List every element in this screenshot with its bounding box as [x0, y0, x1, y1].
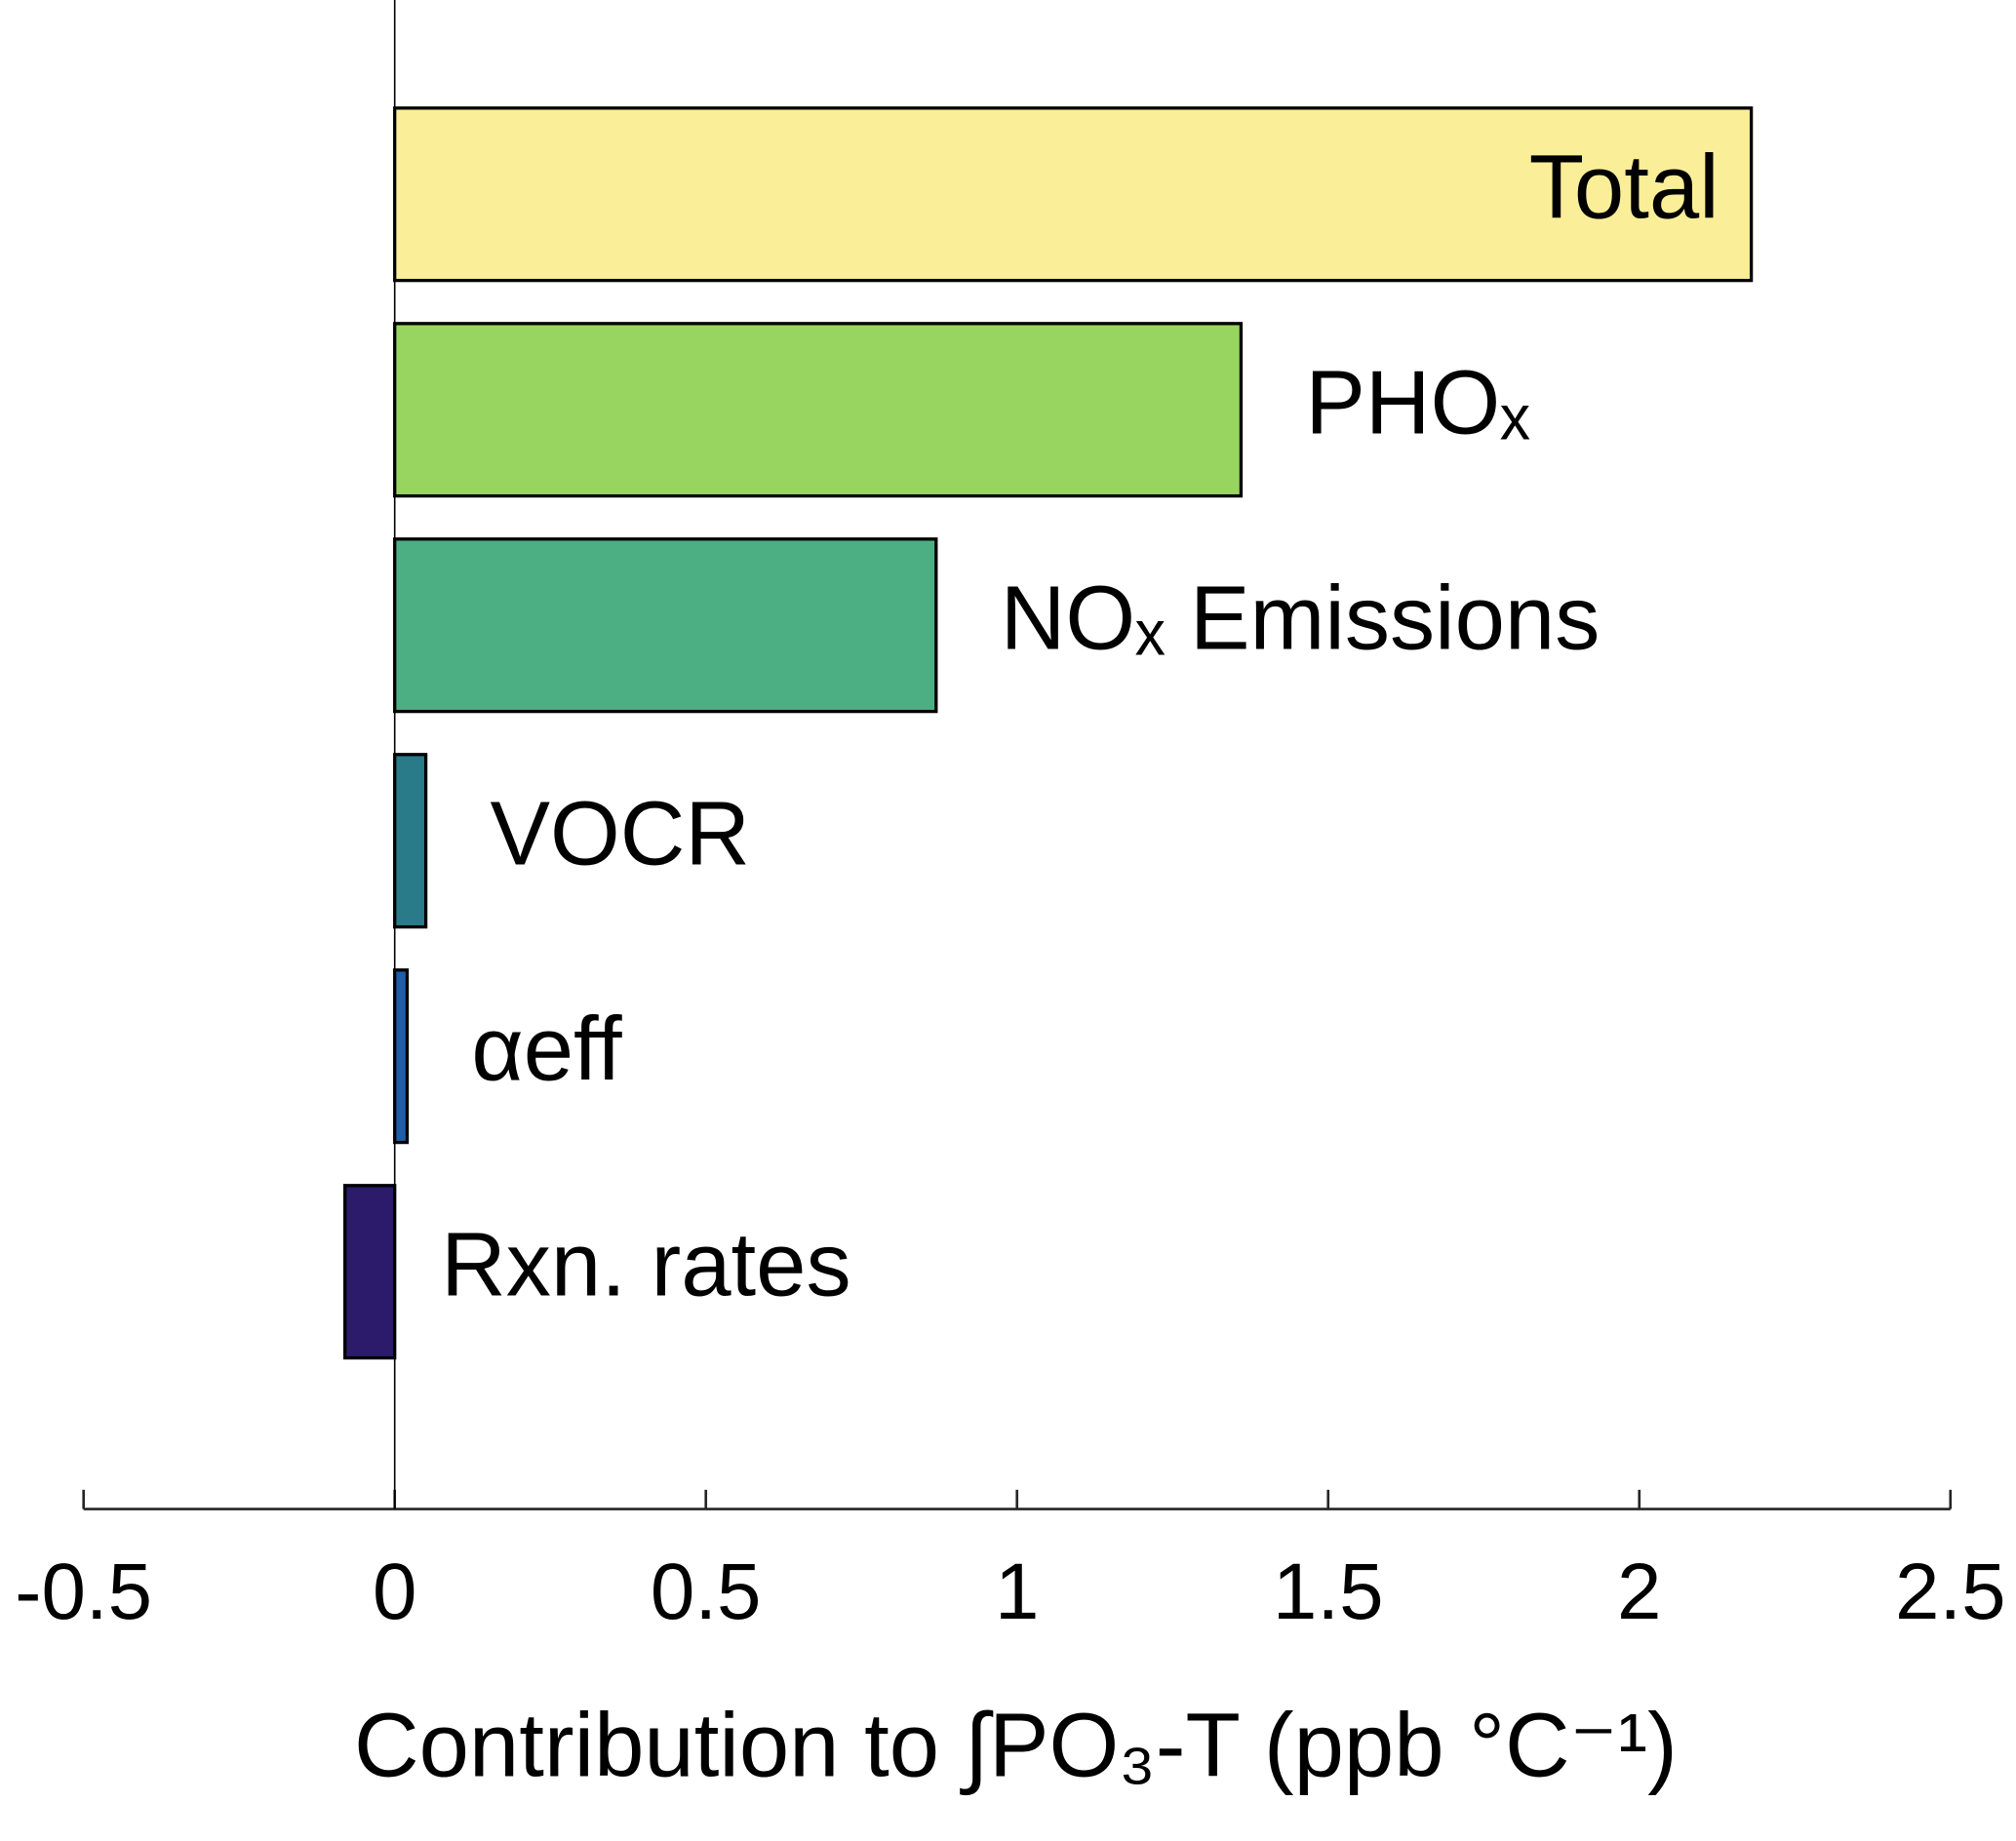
- bar: [393, 753, 428, 929]
- x-tick-label: 0.5: [651, 1547, 762, 1636]
- bar-label: Rxn. rates: [441, 1214, 850, 1315]
- bar: [393, 322, 1244, 498]
- bar-label: PHOₓ: [1305, 352, 1530, 453]
- x-axis-label: Contribution to ∫PO₃-T (ppb °C⁻¹): [354, 1694, 1678, 1795]
- bar-label: VOCR: [491, 783, 751, 884]
- x-tick-label: 1.5: [1273, 1547, 1384, 1636]
- bar-label: NOₓ Emissions: [1001, 568, 1601, 669]
- x-tick-label: 1: [995, 1547, 1039, 1636]
- bar: [343, 1184, 397, 1360]
- bar-label: αeff: [471, 999, 622, 1100]
- x-tick-label: 2: [1617, 1547, 1661, 1636]
- bar-label: Total: [1529, 137, 1720, 238]
- x-tick-label: 0: [373, 1547, 416, 1636]
- x-tick-label: 2.5: [1895, 1547, 2006, 1636]
- bar: [393, 968, 410, 1145]
- bar: [393, 537, 938, 714]
- x-tick-label: -0.5: [15, 1547, 152, 1636]
